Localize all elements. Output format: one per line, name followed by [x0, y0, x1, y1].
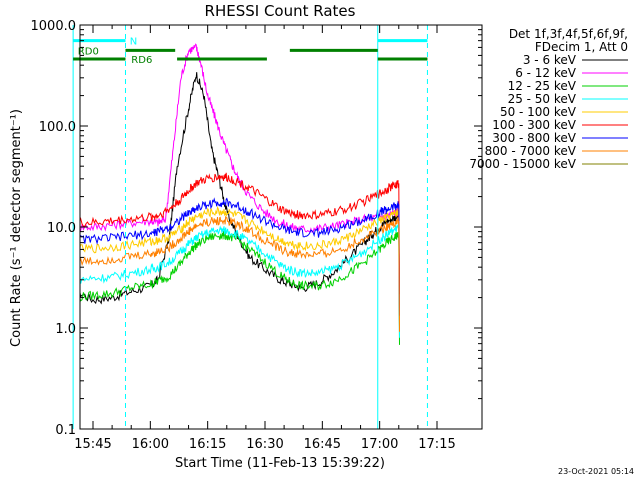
x-tick-label: 16:45: [304, 437, 341, 452]
x-tick-label: 16:30: [246, 437, 283, 452]
x-axis-label: Start Time (11-Feb-13 15:39:22): [175, 456, 385, 471]
y-tick-label: 10.0: [47, 221, 76, 236]
legend-entry-label: 50 - 100 keV: [500, 105, 577, 119]
legend-entry-label: 300 - 800 keV: [492, 131, 576, 145]
legend-entry-label: 12 - 25 keV: [508, 79, 577, 93]
y-axis: 0.1 1.0 10.0 100.0 1000.0: [31, 19, 482, 438]
legend-entry-label: 800 - 7000 keV: [485, 144, 577, 158]
y-tick-label: 100.0: [39, 120, 76, 135]
x-tick-label: 15:45: [74, 437, 111, 452]
legend-header-line: FDecim 1, Att 0: [535, 40, 628, 54]
bar-label-rd6: RD6: [131, 55, 152, 66]
x-tick-label: 17:00: [361, 437, 398, 452]
x-tick-label: 16:15: [189, 437, 226, 452]
y-tick-label: 1.0: [55, 322, 76, 337]
legend-entry-label: 3 - 6 keV: [523, 53, 577, 67]
bar-label-rd0: RD0: [78, 46, 99, 57]
x-tick-label: 16:00: [132, 437, 169, 452]
legend-entry-label: 100 - 300 keV: [492, 118, 576, 132]
series-line-300-800-kev: [80, 197, 400, 316]
plot-area: [80, 43, 400, 345]
legend-entry-label: 25 - 50 keV: [508, 92, 577, 106]
y-tick-label: 0.1: [55, 423, 76, 438]
series-line-800-7000-kev: [80, 216, 400, 332]
bar-label-n: N: [130, 37, 137, 48]
chart-title: RHESSI Count Rates: [205, 2, 356, 20]
x-axis: 15:45 16:00 16:15 16:30 16:45 17:00 17:15: [74, 25, 456, 452]
footer-timestamp: 23-Oct-2021 05:14: [558, 467, 634, 476]
series-line-12-25-kev: [80, 230, 400, 345]
series-line-6-12-kev: [80, 43, 400, 324]
legend-header-line: Det 1f,3f,4f,5f,6f,9f,: [509, 27, 628, 41]
y-tick-label: 1000.0: [31, 19, 77, 34]
legend-entry-label: 7000 - 15000 keV: [469, 157, 576, 171]
attenuator-annotations: N RD0 RD6: [72, 25, 428, 429]
series-line-50-100-kev: [80, 206, 400, 324]
series-line-100-300-kev: [80, 172, 400, 295]
legend: Det 1f,3f,4f,5f,6f,9f,FDecim 1, Att 03 -…: [469, 27, 628, 171]
series-line-25-50-kev: [80, 223, 400, 338]
legend-entry-label: 6 - 12 keV: [515, 66, 577, 80]
x-tick-label: 17:15: [418, 437, 455, 452]
y-axis-label: Count Rate (s⁻¹ detector segment⁻¹): [9, 109, 24, 347]
